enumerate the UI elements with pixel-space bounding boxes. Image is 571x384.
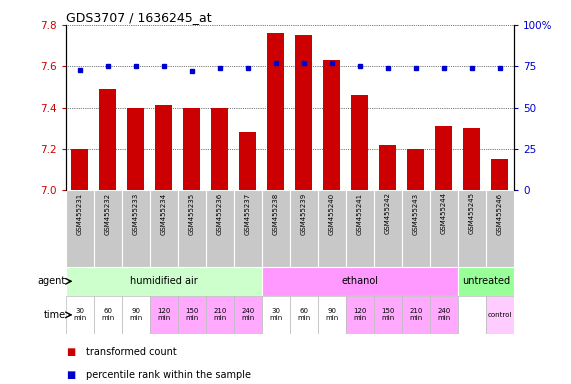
Text: 150
min: 150 min xyxy=(381,308,395,321)
Bar xyxy=(464,128,480,190)
Bar xyxy=(379,145,396,190)
Bar xyxy=(402,296,430,334)
Bar xyxy=(290,296,318,334)
Text: transformed count: transformed count xyxy=(86,347,176,357)
Text: GSM455242: GSM455242 xyxy=(385,192,391,234)
Bar xyxy=(458,296,486,334)
Text: ethanol: ethanol xyxy=(341,276,379,286)
Text: GSM455243: GSM455243 xyxy=(413,192,419,235)
Bar xyxy=(262,296,289,334)
Text: GSM455245: GSM455245 xyxy=(469,192,475,234)
Text: 90
min: 90 min xyxy=(129,308,142,321)
Bar xyxy=(436,126,452,190)
Text: agent: agent xyxy=(38,276,66,286)
Text: GSM455233: GSM455233 xyxy=(132,192,139,235)
Text: control: control xyxy=(488,312,512,318)
Text: GSM455244: GSM455244 xyxy=(441,192,447,234)
Bar xyxy=(122,296,150,334)
Text: GSM455238: GSM455238 xyxy=(273,192,279,235)
Bar xyxy=(323,60,340,190)
Bar xyxy=(374,296,402,334)
Text: 240
min: 240 min xyxy=(437,308,451,321)
Text: time: time xyxy=(43,310,66,320)
Bar xyxy=(295,35,312,190)
Text: GDS3707 / 1636245_at: GDS3707 / 1636245_at xyxy=(66,11,211,24)
Bar xyxy=(346,296,374,334)
Bar xyxy=(430,296,458,334)
Bar xyxy=(239,132,256,190)
Bar xyxy=(234,296,262,334)
Bar xyxy=(262,267,458,296)
Text: untreated: untreated xyxy=(462,276,510,286)
Bar xyxy=(211,108,228,190)
Text: ■: ■ xyxy=(66,347,75,357)
Text: GSM455235: GSM455235 xyxy=(189,192,195,235)
Bar xyxy=(94,296,122,334)
Bar xyxy=(71,149,88,190)
Bar xyxy=(351,95,368,190)
Text: 60
min: 60 min xyxy=(297,308,311,321)
Bar xyxy=(178,296,206,334)
Text: GSM455234: GSM455234 xyxy=(160,192,167,235)
Text: GSM455237: GSM455237 xyxy=(245,192,251,235)
Bar xyxy=(408,149,424,190)
Text: 30
min: 30 min xyxy=(73,308,86,321)
Bar xyxy=(150,296,178,334)
Text: 60
min: 60 min xyxy=(101,308,114,321)
Text: humidified air: humidified air xyxy=(130,276,198,286)
Text: 120
min: 120 min xyxy=(353,308,367,321)
Text: 240
min: 240 min xyxy=(241,308,255,321)
Bar xyxy=(458,267,514,296)
Text: 210
min: 210 min xyxy=(409,308,423,321)
Text: 30
min: 30 min xyxy=(269,308,283,321)
Bar xyxy=(155,106,172,190)
Text: 150
min: 150 min xyxy=(185,308,198,321)
Bar xyxy=(66,296,94,334)
Text: GSM455240: GSM455240 xyxy=(329,192,335,235)
Text: GSM455232: GSM455232 xyxy=(104,192,111,235)
Text: GSM455246: GSM455246 xyxy=(497,192,503,235)
Bar xyxy=(318,296,346,334)
Bar xyxy=(127,108,144,190)
Text: GSM455236: GSM455236 xyxy=(217,192,223,235)
Text: 210
min: 210 min xyxy=(213,308,227,321)
Bar xyxy=(267,33,284,190)
Text: GSM455241: GSM455241 xyxy=(357,192,363,235)
Bar xyxy=(66,267,262,296)
Text: GSM455239: GSM455239 xyxy=(301,192,307,235)
Text: 90
min: 90 min xyxy=(325,308,339,321)
Text: GSM455231: GSM455231 xyxy=(77,192,83,235)
Bar xyxy=(492,159,508,190)
Text: 120
min: 120 min xyxy=(157,308,170,321)
Bar xyxy=(183,108,200,190)
Bar xyxy=(206,296,234,334)
Text: percentile rank within the sample: percentile rank within the sample xyxy=(86,370,251,380)
Text: ■: ■ xyxy=(66,370,75,380)
Bar xyxy=(99,89,116,190)
Bar xyxy=(486,296,514,334)
